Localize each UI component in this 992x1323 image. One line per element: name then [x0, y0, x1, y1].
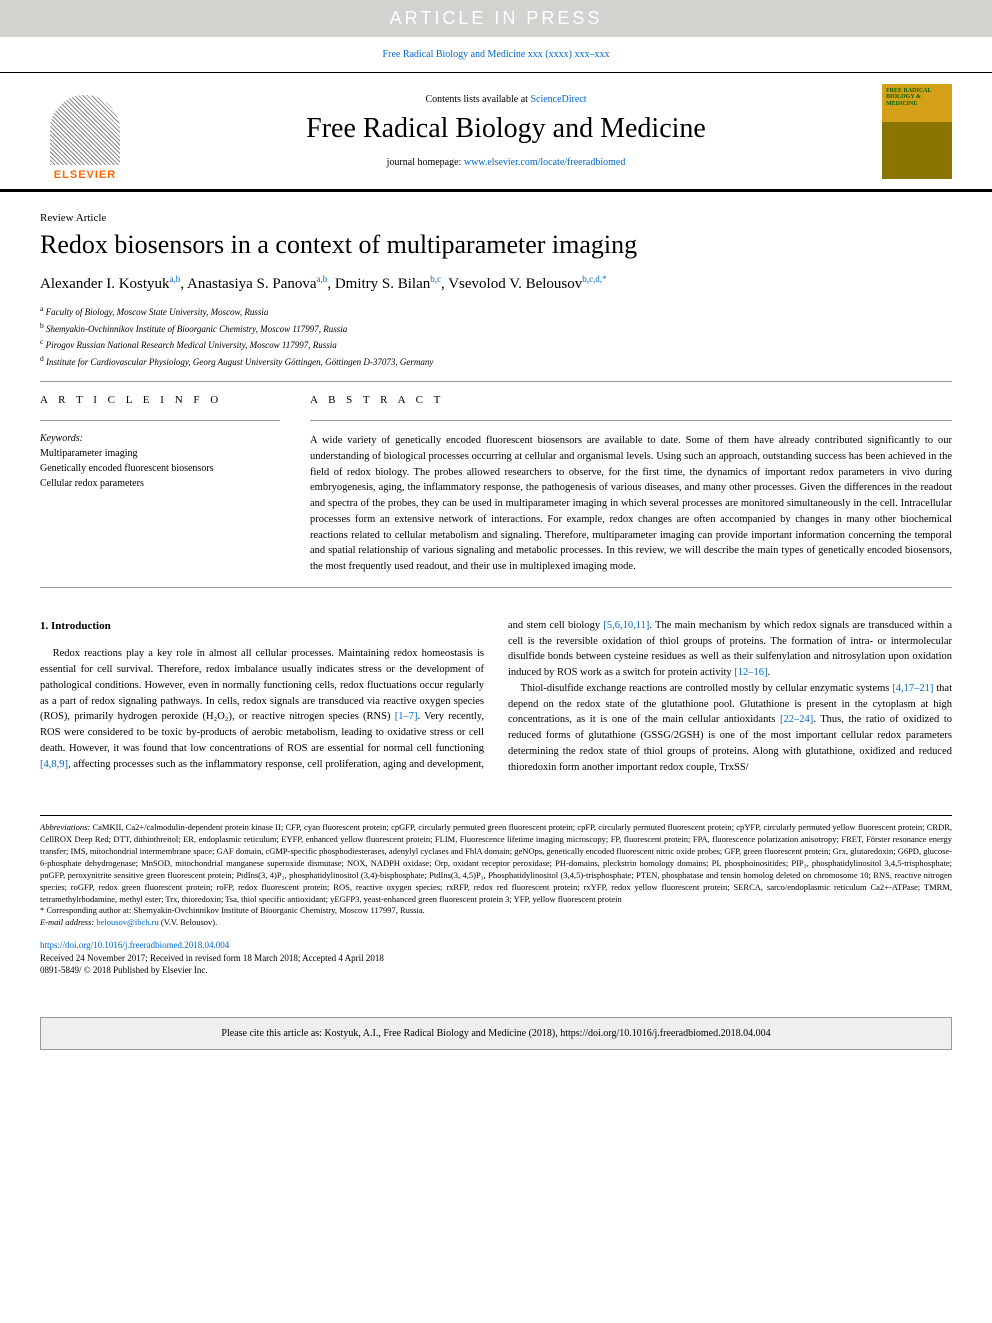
received-dates: Received 24 November 2017; Received in r…	[40, 953, 384, 963]
body-paragraph: Thiol-disulfide exchange reactions are c…	[508, 681, 952, 776]
article-in-press-banner: ARTICLE IN PRESS	[0, 0, 992, 37]
elsevier-tree-icon	[50, 95, 120, 165]
citation-link[interactable]: [22–24]	[780, 714, 813, 725]
abbreviations-label: Abbreviations:	[40, 822, 90, 832]
divider	[40, 587, 952, 588]
article-title: Redox biosensors in a context of multipa…	[40, 230, 952, 260]
homepage-prefix: journal homepage:	[387, 157, 464, 168]
citation-link[interactable]: [4,8,9]	[40, 759, 68, 770]
section-heading: 1. Introduction	[40, 618, 484, 635]
abstract-text: A wide variety of genetically encoded fl…	[310, 433, 952, 575]
article-type: Review Article	[40, 212, 952, 224]
cover-label: FREE RADICAL BIOLOGY & MEDICINE	[886, 88, 952, 108]
abbreviations: Abbreviations: CaMKII, Ca2+/calmodulin-d…	[40, 822, 952, 905]
article-info-column: A R T I C L E I N F O Keywords: Multipar…	[40, 394, 280, 575]
abstract-column: A B S T R A C T A wide variety of geneti…	[310, 394, 952, 575]
info-abstract-row: A R T I C L E I N F O Keywords: Multipar…	[40, 394, 952, 575]
abstract-heading: A B S T R A C T	[310, 394, 952, 406]
homepage-line: journal homepage: www.elsevier.com/locat…	[130, 157, 882, 168]
citation-link[interactable]: [1–7]	[395, 711, 418, 722]
article-info-heading: A R T I C L E I N F O	[40, 394, 280, 406]
footnotes: Abbreviations: CaMKII, Ca2+/calmodulin-d…	[40, 815, 952, 929]
journal-cover-thumbnail: FREE RADICAL BIOLOGY & MEDICINE	[882, 84, 952, 179]
affiliations: a Faculty of Biology, Moscow State Unive…	[40, 303, 952, 369]
email-line: E-mail address: belousov@ibch.ru (V.V. B…	[40, 917, 952, 929]
body-text: .	[768, 667, 771, 678]
body-columns: 1. Introduction Redox reactions play a k…	[40, 618, 952, 776]
divider	[40, 381, 952, 382]
abbreviations-text: CaMKII, Ca2+/calmodulin-dependent protei…	[40, 822, 952, 903]
body-text: Thiol-disulfide exchange reactions are c…	[521, 683, 893, 694]
divider	[310, 420, 952, 421]
corresponding-author: * Corresponding author at: Shemyakin-Ovc…	[40, 905, 952, 917]
sciencedirect-link[interactable]: ScienceDirect	[530, 94, 586, 105]
keywords-list: Multiparameter imagingGenetically encode…	[40, 446, 280, 491]
contents-available-line: Contents lists available at ScienceDirec…	[130, 94, 882, 105]
divider	[40, 420, 280, 421]
main-content: Review Article Redox biosensors in a con…	[0, 192, 992, 997]
citation-link[interactable]: [5,6,10,11]	[603, 620, 649, 631]
citation-link[interactable]: [12–16]	[734, 667, 767, 678]
contents-prefix: Contents lists available at	[425, 94, 530, 105]
publisher-logo: ELSEVIER	[40, 81, 130, 181]
doi-link[interactable]: https://doi.org/10.1016/j.freeradbiomed.…	[40, 940, 229, 950]
publisher-name: ELSEVIER	[54, 169, 116, 181]
email-link[interactable]: belousov@ibch.ru	[96, 917, 158, 927]
journal-title: Free Radical Biology and Medicine	[130, 113, 882, 145]
citation-box: Please cite this article as: Kostyuk, A.…	[40, 1017, 952, 1050]
email-label: E-mail address:	[40, 917, 96, 927]
email-suffix: (V.V. Belousov).	[159, 917, 217, 927]
authors-list: Alexander I. Kostyuka,b, Anastasiya S. P…	[40, 274, 952, 293]
doi-block: https://doi.org/10.1016/j.freeradbiomed.…	[40, 939, 952, 977]
journal-homepage-link[interactable]: www.elsevier.com/locate/freeradbiomed	[464, 157, 626, 168]
journal-header: ELSEVIER Contents lists available at Sci…	[0, 72, 992, 192]
citation-link[interactable]: [4,17–21]	[892, 683, 933, 694]
copyright-line: 0891-5849/ © 2018 Published by Elsevier …	[40, 965, 208, 975]
keywords-label: Keywords:	[40, 433, 280, 444]
journal-reference: Free Radical Biology and Medicine xxx (x…	[0, 37, 992, 72]
header-center: Contents lists available at ScienceDirec…	[130, 94, 882, 168]
